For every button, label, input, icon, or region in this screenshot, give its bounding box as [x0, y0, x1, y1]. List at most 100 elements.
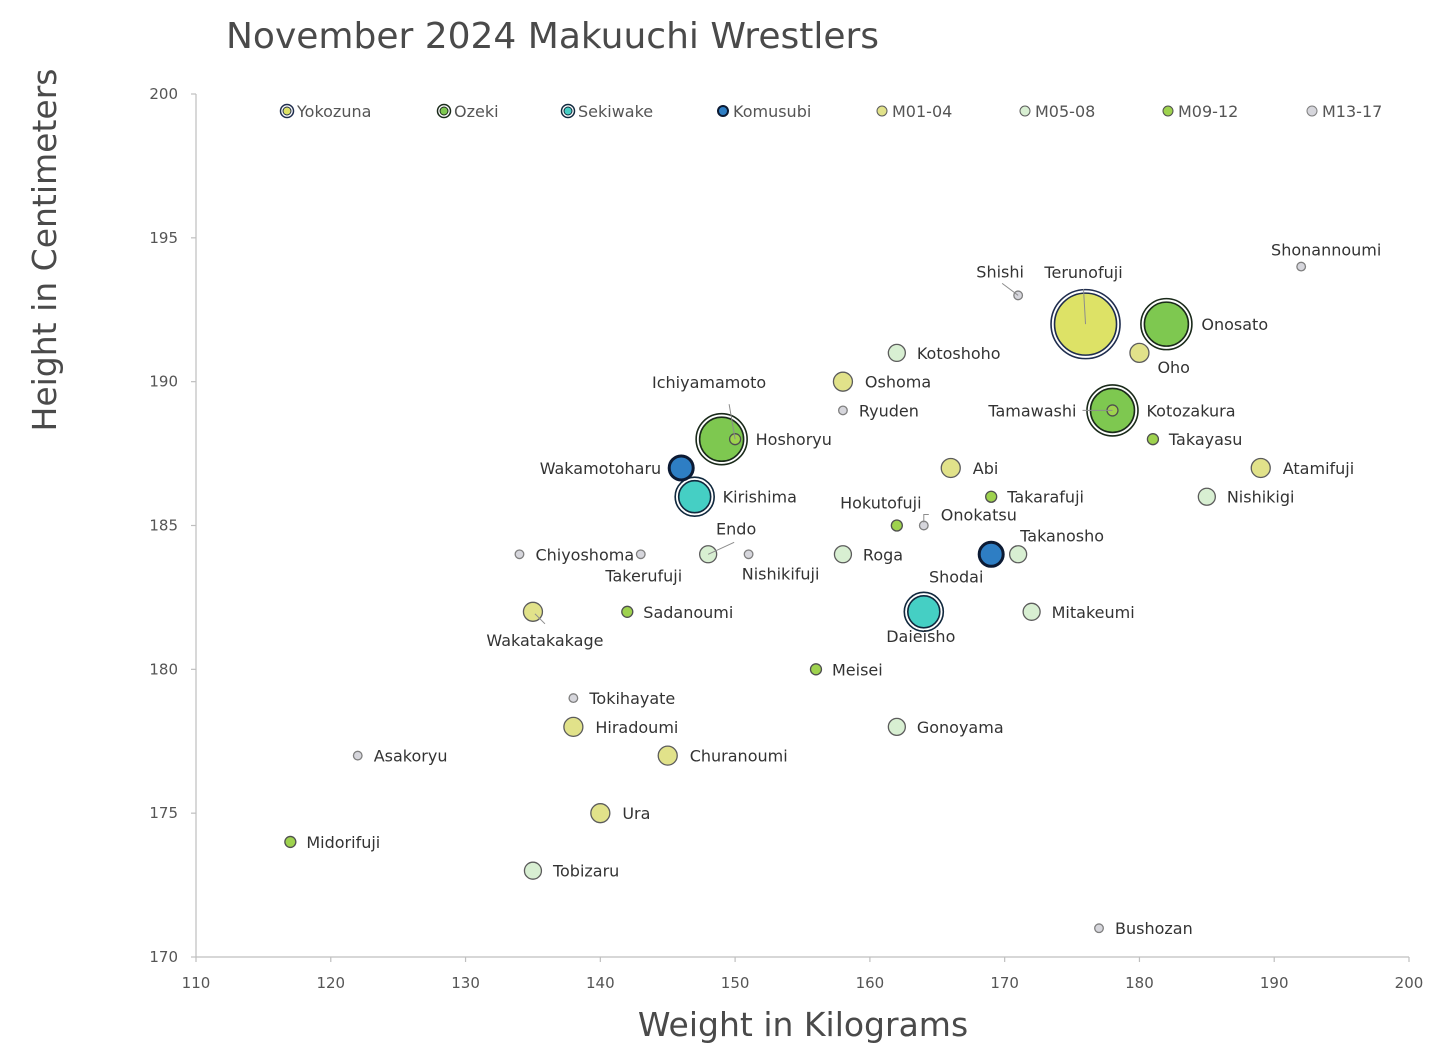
- point-label-hokutofuji: Hokutofuji: [840, 494, 921, 513]
- point-marker: [352, 750, 363, 761]
- leader-shishi: [1001, 282, 1019, 296]
- point-onosato: [1140, 297, 1193, 351]
- point-label-tamawashi: Tamawashi: [987, 401, 1076, 420]
- point-label-roga: Roga: [863, 545, 903, 564]
- leader-endo: [707, 541, 735, 555]
- axes: 110 120 130 140 150 160 170 180 190 200 170 175 180 1…: [149, 85, 1423, 992]
- legend-label: Ozeki: [454, 102, 499, 121]
- point-label-nishikifuji: Nishikifuji: [742, 564, 820, 583]
- y-tick-label: 195: [149, 229, 178, 247]
- y-tick-label: 170: [149, 948, 178, 966]
- point-churanoumi: [657, 745, 678, 766]
- point-label-daieisho: Daieisho: [886, 627, 955, 646]
- point-tokihayate: [568, 693, 579, 704]
- point-wakamotoharu: [667, 454, 695, 482]
- point-abi: [940, 457, 961, 479]
- legend-item-komusubi: Komusubi: [717, 102, 811, 121]
- point-takanosho: [1008, 545, 1028, 564]
- point-hiradoumi: [563, 716, 584, 738]
- point-marker: [667, 454, 695, 482]
- point-marker: [1013, 290, 1024, 301]
- point-label-ryuden: Ryuden: [859, 401, 919, 420]
- point-marker: [514, 549, 525, 560]
- legend-label: M09-12: [1178, 102, 1238, 121]
- point-marker: [1094, 923, 1104, 934]
- point-takarafuji: [985, 490, 998, 503]
- y-tick-label: 185: [149, 517, 178, 535]
- legend-marker: [1019, 105, 1031, 117]
- legend-marker: [439, 106, 449, 116]
- point-shodai: [977, 540, 1005, 568]
- point-marker: [887, 717, 906, 737]
- point-marker: [1250, 457, 1271, 479]
- point-label-churanoumi: Churanoumi: [690, 747, 788, 766]
- point-marker: [743, 549, 754, 560]
- legend-marker: [717, 105, 729, 117]
- point-midorifuji: [284, 835, 297, 849]
- point-label-endo: Endo: [716, 519, 756, 538]
- point-marker: [677, 479, 712, 514]
- legend-item-yokozuna: Yokozuna: [279, 102, 371, 121]
- point-label-takerufuji: Takerufuji: [604, 566, 682, 585]
- point-meisei: [809, 663, 823, 676]
- point-shishi: [1013, 290, 1024, 301]
- point-tobizaru: [523, 861, 543, 880]
- point-nishikigi: [1197, 487, 1216, 506]
- point-label-abi: Abi: [973, 459, 999, 478]
- legend-label: Yokozuna: [296, 102, 371, 121]
- point-oho: [1129, 342, 1150, 364]
- legend-item-m05-08: M05-08: [1019, 102, 1095, 121]
- point-kotoshoho: [887, 343, 906, 363]
- point-label-tokihayate: Tokihayate: [588, 689, 675, 708]
- point-marker: [635, 549, 646, 560]
- point-label-gonoyama: Gonoyama: [917, 718, 1004, 737]
- x-tick-label: 190: [1260, 974, 1289, 992]
- legend-item-sekiwake: Sekiwake: [560, 102, 653, 121]
- point-labels: Terunofuji Onosato Kotozakura Hoshoryu Kiris…: [306, 241, 1381, 939]
- point-marker: [887, 343, 906, 363]
- x-tick-label: 150: [721, 974, 750, 992]
- point-label-terunofuji: Terunofuji: [1043, 263, 1122, 282]
- point-label-asakoryu: Asakoryu: [374, 747, 448, 766]
- legend-item-ozeki: Ozeki: [436, 102, 499, 121]
- leader-terunofuji: [1083, 289, 1087, 325]
- point-marker: [284, 835, 297, 849]
- legend-item-m01-04: M01-04: [876, 102, 952, 121]
- point-label-tobizaru: Tobizaru: [552, 862, 619, 881]
- point-label-oho: Oho: [1157, 358, 1190, 377]
- point-kirishima: [674, 476, 715, 518]
- legend-marker: [1306, 105, 1318, 117]
- point-label-oshoma: Oshoma: [865, 373, 931, 392]
- leader-ichiyamamoto: [728, 404, 736, 440]
- point-marker: [698, 416, 745, 463]
- point-marker: [837, 405, 848, 416]
- y-tick-label: 200: [149, 85, 178, 103]
- x-tick-label: 180: [1125, 974, 1154, 992]
- point-label-kotoshoho: Kotoshoho: [917, 344, 1001, 363]
- x-tick-label: 140: [586, 974, 615, 992]
- point-marker: [809, 663, 823, 676]
- x-tick-label: 120: [316, 974, 345, 992]
- chart-title: November 2024 Makuuchi Wrestlers: [226, 16, 879, 57]
- legend-item-m13-17: M13-17: [1306, 102, 1382, 121]
- x-tick-label: 170: [990, 974, 1019, 992]
- point-label-chiyoshoma: Chiyoshoma: [535, 545, 634, 564]
- point-oshoma: [832, 371, 854, 392]
- point-marker: [568, 693, 579, 704]
- point-label-ura: Ura: [622, 804, 650, 823]
- point-marker: [523, 861, 543, 880]
- point-label-mitakeumi: Mitakeumi: [1052, 603, 1135, 622]
- point-label-bushozan: Bushozan: [1115, 919, 1193, 938]
- x-tick-label: 110: [182, 974, 211, 992]
- point-hoshoryu: [695, 412, 748, 466]
- legend: Yokozuna Ozeki Sekiwake Komusubi M01-04 M05-0…: [279, 102, 1382, 121]
- point-label-onokatsu: Onokatsu: [941, 506, 1017, 525]
- point-label-kirishima: Kirishima: [723, 488, 797, 507]
- point-label-shodai: Shodai: [929, 567, 984, 586]
- y-tick-label: 180: [149, 660, 178, 678]
- legend-label: Komusubi: [733, 102, 811, 121]
- x-tick-label: 130: [451, 974, 480, 992]
- point-marker: [590, 803, 611, 824]
- point-marker: [1022, 602, 1041, 621]
- point-label-midorifuji: Midorifuji: [306, 833, 380, 852]
